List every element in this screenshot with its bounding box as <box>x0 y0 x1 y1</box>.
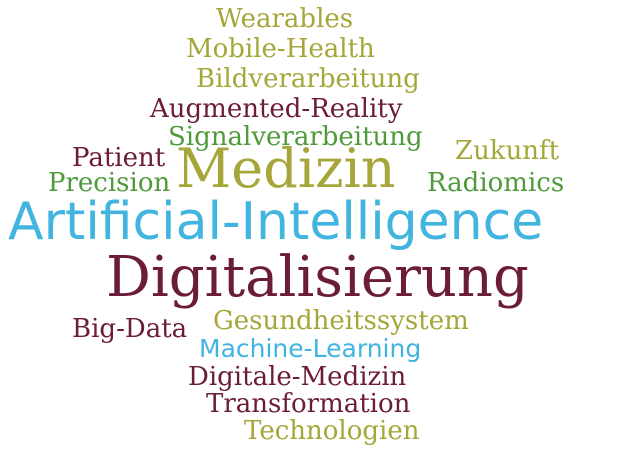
word-transformation: Transformation <box>206 389 411 419</box>
word-big-data: Big-Data <box>72 314 188 344</box>
word-medizin: Medizin <box>176 137 396 200</box>
word-mobile-health: Mobile-Health <box>186 34 375 64</box>
word-machine-learning: Machine-Learning <box>199 334 422 363</box>
word-signalverarbeitung: Signalverarbeitung <box>168 122 423 152</box>
word-technologien: Technologien <box>244 416 420 446</box>
word-zukunft: Zukunft <box>455 136 560 166</box>
word-wearables: Wearables <box>216 4 354 34</box>
word-artificial-intelligence: Artificial-Intelligence <box>8 192 544 252</box>
word-digitalisierung: Digitalisierung <box>106 245 529 310</box>
word-gesundheitssystem: Gesundheitssystem <box>213 306 469 336</box>
word-augmented-reality: Augmented-Reality <box>150 94 403 124</box>
word-precision: Precision <box>48 168 171 198</box>
word-patient: Patient <box>72 143 166 173</box>
word-bildverarbeitung: Bildverarbeitung <box>196 64 420 94</box>
word-radiomics: Radiomics <box>427 168 565 198</box>
word-digitale-medizin: Digitale-Medizin <box>188 362 407 392</box>
